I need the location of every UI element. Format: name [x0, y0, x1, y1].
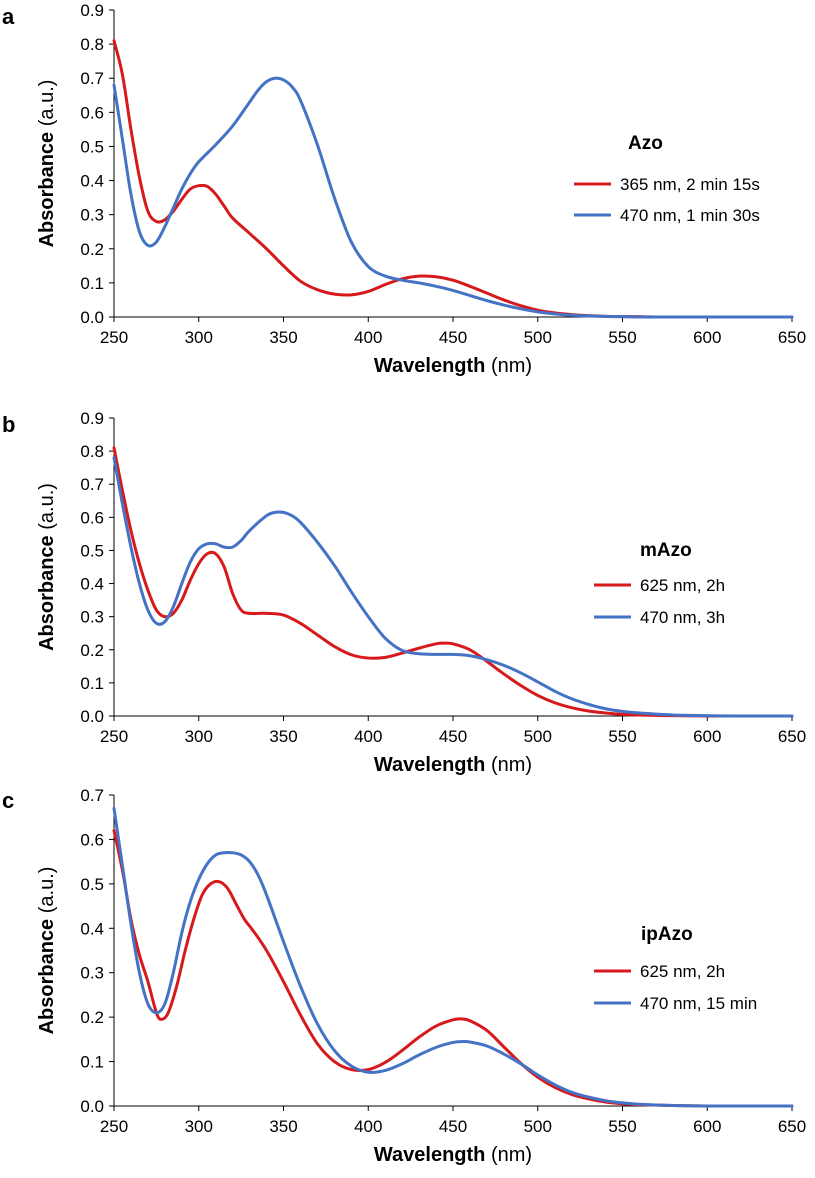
- y-tick-label: 0.0: [80, 308, 104, 327]
- y-tick-label: 0.9: [80, 1, 104, 20]
- y-axis-title-unit: (a.u.): [36, 867, 58, 919]
- x-tick-label: 650: [778, 328, 806, 347]
- series-line-2: [112, 76, 794, 319]
- y-tick-label: 0.6: [80, 508, 104, 527]
- y-tick-label: 0.2: [80, 1008, 104, 1027]
- x-axis-title: Wavelength (nm): [374, 1144, 532, 1166]
- y-tick-label: 0.7: [80, 69, 104, 88]
- x-axis-title-main: Wavelength: [374, 1144, 486, 1166]
- y-axis-title-unit: (a.u.): [36, 483, 58, 535]
- legend-title: Azo: [628, 133, 663, 154]
- x-axis-title-unit: (nm): [485, 355, 532, 377]
- x-tick-label: 300: [185, 328, 213, 347]
- y-tick-label: 0.8: [80, 442, 104, 461]
- y-axis-title: Absorbance (a.u.): [36, 483, 58, 651]
- y-axis-title-main: Absorbance: [36, 919, 58, 1035]
- legend-title: mAzo: [640, 540, 692, 561]
- legend-label-1: 625 nm, 2h: [640, 576, 725, 595]
- panel-c: c 0.0 0.1 0.2 0.3 0.4 0.5 0.6 0.7 250 300 350 400 450…: [2, 786, 806, 1166]
- series-line-1: [112, 829, 794, 1108]
- series-line-2: [112, 806, 794, 1108]
- x-tick-label: 600: [693, 727, 721, 746]
- y-tick-label: 0.0: [80, 707, 104, 726]
- x-tick-label: 300: [185, 1117, 213, 1136]
- y-tick-label: 0.0: [80, 1097, 104, 1116]
- legend-label-2: 470 nm, 1 min 30s: [620, 206, 760, 225]
- legend-label-1: 365 nm, 2 min 15s: [620, 175, 760, 194]
- x-tick-label: 350: [269, 727, 297, 746]
- x-tick-label: 450: [439, 328, 467, 347]
- x-axis-title-unit: (nm): [485, 754, 532, 776]
- x-tick-label: 550: [608, 1117, 636, 1136]
- y-axis-title: Absorbance (a.u.): [36, 867, 58, 1035]
- y-tick-label: 0.4: [80, 575, 104, 594]
- x-tick-label: 350: [269, 1117, 297, 1136]
- y-tick-label: 0.9: [80, 409, 104, 428]
- y-axis-title-unit: (a.u.): [36, 80, 58, 132]
- x-tick-label: 250: [100, 727, 128, 746]
- y-tick-label: 0.5: [80, 875, 104, 894]
- x-tick-label: 650: [778, 727, 806, 746]
- legend: Azo 365 nm, 2 min 15s 470 nm, 1 min 30s: [574, 133, 760, 225]
- y-tick-label: 0.8: [80, 35, 104, 54]
- panel-letter: b: [2, 412, 15, 437]
- x-tick-label: 400: [354, 727, 382, 746]
- y-tick-label: 0.2: [80, 240, 104, 259]
- y-tick-label: 0.3: [80, 964, 104, 983]
- x-axis-title-main: Wavelength: [374, 754, 486, 776]
- x-tick-label: 450: [439, 1117, 467, 1136]
- panel-a: a 0.0 0.1 0.2 0.3 0.4 0.5 0.6 0.7 0.8 0.9 250 300 350…: [2, 1, 806, 377]
- y-tick-label: 0.7: [80, 475, 104, 494]
- x-tick-label: 500: [524, 1117, 552, 1136]
- y-tick-label: 0.6: [80, 830, 104, 849]
- x-axis-title-main: Wavelength: [374, 355, 486, 377]
- x-tick-label: 600: [693, 328, 721, 347]
- x-tick-label: 300: [185, 727, 213, 746]
- legend-label-2: 470 nm, 3h: [640, 608, 725, 627]
- y-axis-title-main: Absorbance: [36, 535, 58, 651]
- y-axis-title: Absorbance (a.u.): [36, 80, 58, 248]
- x-tick-label: 650: [778, 1117, 806, 1136]
- y-tick-label: 0.3: [80, 206, 104, 225]
- x-tick-label: 250: [100, 1117, 128, 1136]
- y-tick-label: 0.6: [80, 103, 104, 122]
- legend-label-1: 625 nm, 2h: [640, 962, 725, 981]
- y-tick-label: 0.5: [80, 541, 104, 560]
- y-tick-label: 0.1: [80, 274, 104, 293]
- panel-letter: c: [2, 788, 14, 813]
- y-tick-label: 0.1: [80, 674, 104, 693]
- legend: ipAzo 625 nm, 2h 470 nm, 15 min: [594, 924, 757, 1013]
- y-tick-label: 0.7: [80, 786, 104, 805]
- x-tick-label: 550: [608, 328, 636, 347]
- x-tick-label: 550: [608, 727, 636, 746]
- x-axis-title: Wavelength (nm): [374, 355, 532, 377]
- y-tick-label: 0.3: [80, 608, 104, 627]
- x-tick-label: 450: [439, 727, 467, 746]
- y-tick-label: 0.2: [80, 641, 104, 660]
- x-tick-label: 500: [524, 727, 552, 746]
- series-line-1: [112, 446, 794, 718]
- legend-label-2: 470 nm, 15 min: [640, 994, 757, 1013]
- panel-b: b 0.0 0.1 0.2 0.3 0.4 0.5 0.6 0.7 0.8 0.9 250 300 350…: [2, 409, 806, 776]
- x-tick-label: 600: [693, 1117, 721, 1136]
- y-axis-title-main: Absorbance: [36, 132, 58, 248]
- x-tick-label: 500: [524, 328, 552, 347]
- y-tick-label: 0.4: [80, 919, 104, 938]
- x-tick-label: 350: [269, 328, 297, 347]
- x-tick-label: 400: [354, 1117, 382, 1136]
- legend-title: ipAzo: [641, 924, 693, 945]
- x-tick-label: 250: [100, 328, 128, 347]
- x-axis-title: Wavelength (nm): [374, 754, 532, 776]
- y-tick-label: 0.5: [80, 137, 104, 156]
- y-tick-label: 0.1: [80, 1053, 104, 1072]
- x-axis-title-unit: (nm): [485, 1144, 532, 1166]
- panel-letter: a: [2, 4, 15, 29]
- legend: mAzo 625 nm, 2h 470 nm, 3h: [594, 540, 725, 627]
- series-line-2: [112, 456, 794, 718]
- y-tick-label: 0.4: [80, 172, 104, 191]
- x-tick-label: 400: [354, 328, 382, 347]
